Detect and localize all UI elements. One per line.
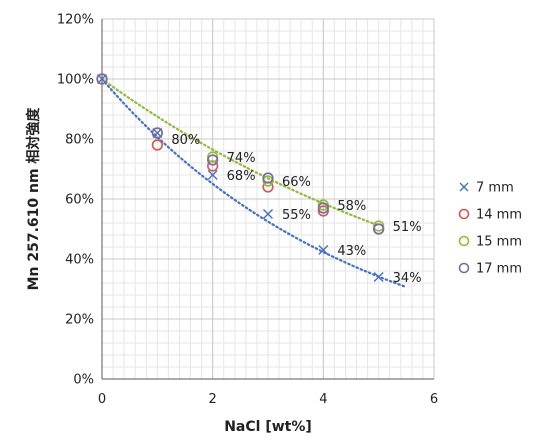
marker-x-stroke (318, 245, 329, 255)
data-markers (96, 73, 385, 282)
marker-circle (151, 139, 163, 151)
marker-x (373, 272, 384, 282)
legend-marker-circle (458, 235, 470, 247)
data-label: 74% (227, 151, 256, 166)
marker-circle (317, 199, 329, 211)
y-tick-labels: 0% 20% 40% 60% 80% 100% 120% (57, 13, 94, 388)
marker-circle (96, 73, 108, 85)
legend-entry: 14 mm (458, 208, 522, 223)
marker-x (318, 245, 329, 255)
data-label: 58% (337, 199, 366, 214)
marker-circle (207, 154, 219, 166)
legend-marker-x (459, 182, 469, 192)
marker-circle (151, 127, 163, 139)
y-tick-label: 40% (65, 253, 94, 268)
y-tick-label: 120% (57, 13, 94, 28)
legend-entry: 17 mm (458, 262, 522, 277)
data-labels: 80% 74% 68% 66% 55% 58% 43% 51% 34% (171, 133, 421, 286)
major-grid (101, 18, 435, 380)
data-label: 51% (393, 220, 422, 235)
marker-x-stroke (207, 170, 218, 180)
legend-label: 7 mm (476, 181, 514, 196)
marker-x-stroke (263, 209, 273, 219)
legend-marker-circle (458, 208, 470, 220)
marker-circle (207, 151, 219, 163)
x-axis-title: NaCl [wt%] (224, 419, 312, 435)
x-tick-label: 6 (430, 392, 438, 407)
data-label: 43% (337, 244, 366, 259)
data-label: 66% (282, 175, 311, 190)
legend-label: 14 mm (476, 208, 522, 223)
marker-circle (262, 175, 274, 187)
data-label: 34% (393, 271, 422, 286)
marker-x (263, 209, 273, 219)
x-tick-label: 4 (319, 392, 327, 407)
x-tick-labels: 0 2 4 6 (98, 392, 438, 407)
y-tick-label: 20% (65, 313, 94, 328)
legend-label: 17 mm (476, 262, 522, 277)
marker-x-stroke (373, 272, 384, 282)
y-tick-label: 60% (65, 193, 94, 208)
legend-entry: 7 mm (459, 181, 514, 196)
marker-x (207, 170, 218, 180)
legend-marker-circle (458, 262, 470, 274)
marker-circle (373, 220, 385, 232)
y-tick-label: 80% (65, 133, 94, 148)
marker-circle (373, 223, 385, 235)
trendline (100, 77, 380, 227)
data-label: 80% (171, 133, 200, 148)
x-tick-label: 0 (98, 392, 106, 407)
y-axis-title: Mn 257.610 nm 相対強度 (25, 107, 42, 291)
marker-circle (262, 172, 274, 184)
marker-circle (317, 202, 329, 214)
data-label: 68% (227, 169, 256, 184)
y-tick-label: 100% (57, 73, 94, 88)
data-label: 55% (282, 208, 311, 223)
y-tick-label: 0% (73, 373, 94, 388)
x-tick-label: 2 (209, 392, 217, 407)
legend-label: 15 mm (476, 235, 522, 250)
marker-circle (317, 205, 329, 217)
legend: 7 mm 14 mm 15 mm 17 mm (458, 181, 522, 277)
legend-entry: 15 mm (458, 235, 522, 250)
